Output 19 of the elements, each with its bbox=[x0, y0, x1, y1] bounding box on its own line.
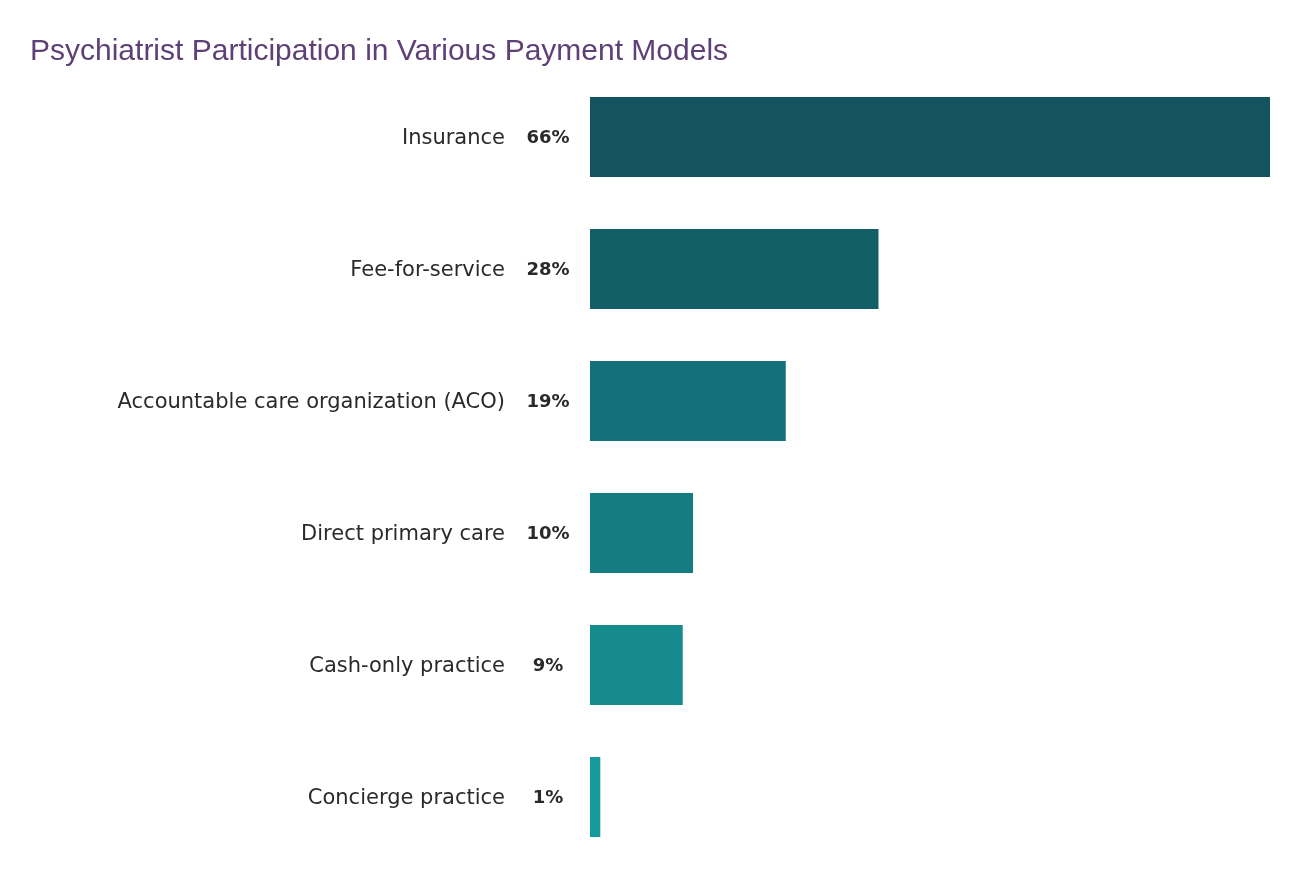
data-label: 10% bbox=[526, 522, 570, 544]
data-label: 66% bbox=[526, 126, 570, 148]
y-tick-label: Direct primary care bbox=[301, 521, 505, 546]
bar bbox=[590, 625, 683, 705]
y-tick-label: Cash-only practice bbox=[309, 653, 505, 678]
bar bbox=[590, 361, 786, 441]
bar bbox=[590, 493, 694, 573]
y-tick-label: Accountable care organization (ACO) bbox=[117, 389, 505, 414]
data-label: 28% bbox=[526, 258, 570, 280]
data-label: 19% bbox=[526, 390, 570, 412]
y-tick-label: Insurance bbox=[401, 125, 505, 150]
y-tick-label: Fee-for-service bbox=[350, 257, 505, 282]
y-tick-label: Concierge practice bbox=[307, 785, 505, 810]
bar bbox=[590, 757, 601, 837]
data-label: 9% bbox=[532, 654, 564, 676]
bar bbox=[590, 229, 879, 309]
chart-title: Psychiatrist Participation in Various Payment Models bbox=[30, 33, 729, 66]
data-label: 1% bbox=[532, 786, 564, 808]
bar bbox=[590, 97, 1270, 177]
